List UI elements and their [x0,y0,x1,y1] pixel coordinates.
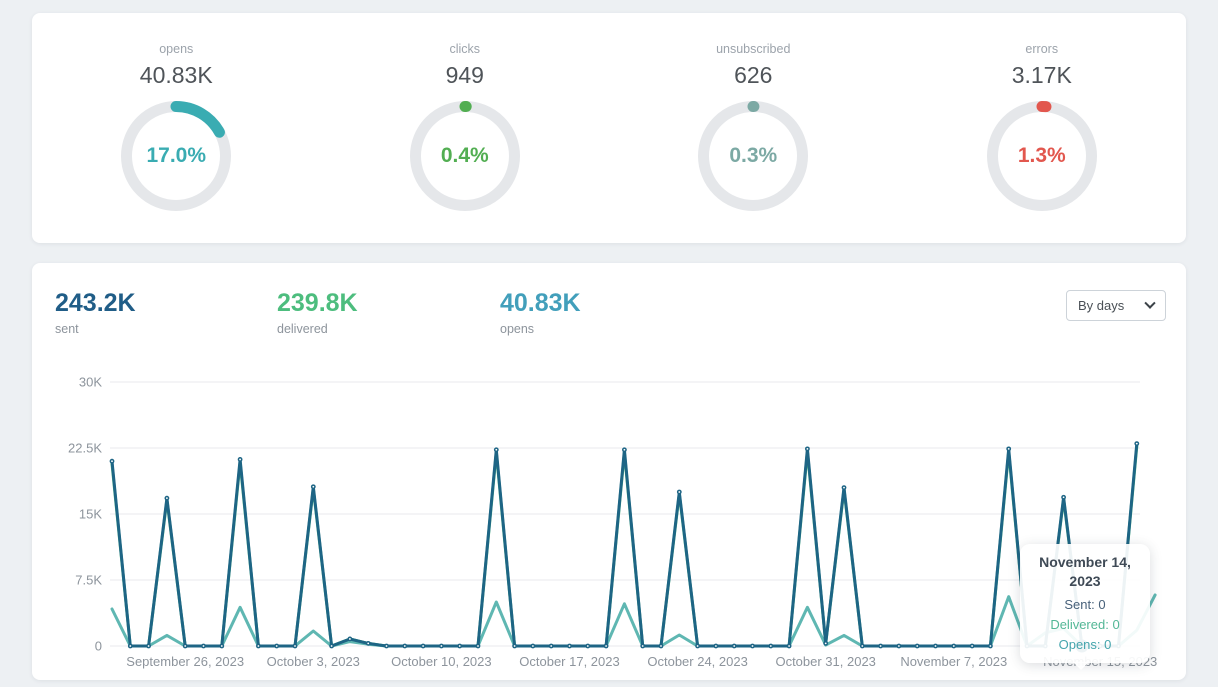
donut-ring-icon [121,101,232,211]
svg-text:7.5K: 7.5K [75,573,102,588]
svg-text:September 26, 2023: September 26, 2023 [126,654,244,669]
donut-ring-icon [698,101,809,211]
stat-clicks: clicks 949 0.4% [321,13,610,243]
stat-label: unsubscribed [716,42,791,56]
total-value: 243.2K [55,289,136,317]
stat-label: opens [159,42,194,56]
svg-text:15K: 15K [79,507,102,522]
line-chart[interactable]: 0 7.5K 15K 22.5K 30K September 26, 2023 Octobe… [32,263,1186,680]
donut-ring-icon [409,101,520,211]
stat-value: 3.17K [1011,62,1072,88]
stat-percent: 1.3% [1017,144,1066,167]
tooltip-opens: Opens: 0 [1058,637,1112,652]
tooltip-date: November 14, 2023 [1039,554,1131,589]
svg-text:0: 0 [95,639,102,654]
stat-value: 40.83K [139,62,213,88]
summary-stats-card: opens 40.83K 17.0% clicks 949 0.4% unsub… [32,13,1186,243]
total-sent: 243.2K sent [55,289,136,336]
stat-donut-unsubscribed: 0.3% [697,100,809,212]
interval-select-value: By days [1078,298,1125,313]
svg-text:November 7, 2023: November 7, 2023 [900,654,1007,669]
total-label: opens [500,322,535,336]
stat-label: clicks [449,42,481,56]
tooltip-sent: Sent: 0 [1064,597,1106,612]
stat-percent: 17.0% [146,144,207,167]
chart-tooltip: November 14, 2023 Sent: 0 Delivered: 0 O… [1020,544,1150,670]
stat-value: 626 [734,62,773,88]
stat-donut-errors: 1.3% [986,100,1098,212]
total-label: delivered [277,322,328,336]
svg-text:October 17, 2023: October 17, 2023 [519,654,619,669]
stat-value: 949 [445,62,484,88]
total-value: 40.83K [500,289,581,317]
total-label: sent [55,322,79,336]
svg-text:October 31, 2023: October 31, 2023 [775,654,875,669]
stat-label: errors [1025,42,1059,56]
stat-percent: 0.3% [729,144,778,167]
interval-select[interactable]: By days [1066,290,1166,321]
chevron-down-icon [1144,297,1156,309]
stat-percent: 0.4% [440,144,489,167]
total-value: 239.8K [277,289,358,317]
total-delivered: 239.8K delivered [277,289,358,336]
stat-donut-opens: 17.0% [120,100,232,212]
svg-text:October 10, 2023: October 10, 2023 [391,654,491,669]
stat-donut-clicks: 0.4% [409,100,521,212]
donut-ring-icon [986,101,1097,211]
send-stats-chart-card: 0 7.5K 15K 22.5K 30K September 26, 2023 Octobe… [32,263,1186,680]
tooltip-delivered: Delivered: 0 [1050,617,1120,632]
stat-unsubscribed: unsubscribed 626 0.3% [609,13,898,243]
svg-text:22.5K: 22.5K [68,441,102,456]
total-opens: 40.83K opens [500,289,581,336]
svg-text:October 24, 2023: October 24, 2023 [647,654,747,669]
stat-errors: errors 3.17K 1.3% [898,13,1187,243]
stat-opens: opens 40.83K 17.0% [32,13,321,243]
svg-text:October 3, 2023: October 3, 2023 [267,654,360,669]
svg-text:30K: 30K [79,375,102,390]
